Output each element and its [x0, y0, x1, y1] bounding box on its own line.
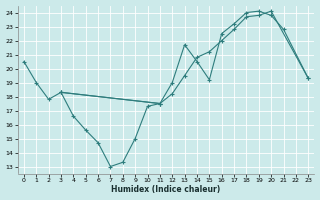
- X-axis label: Humidex (Indice chaleur): Humidex (Indice chaleur): [111, 185, 221, 194]
